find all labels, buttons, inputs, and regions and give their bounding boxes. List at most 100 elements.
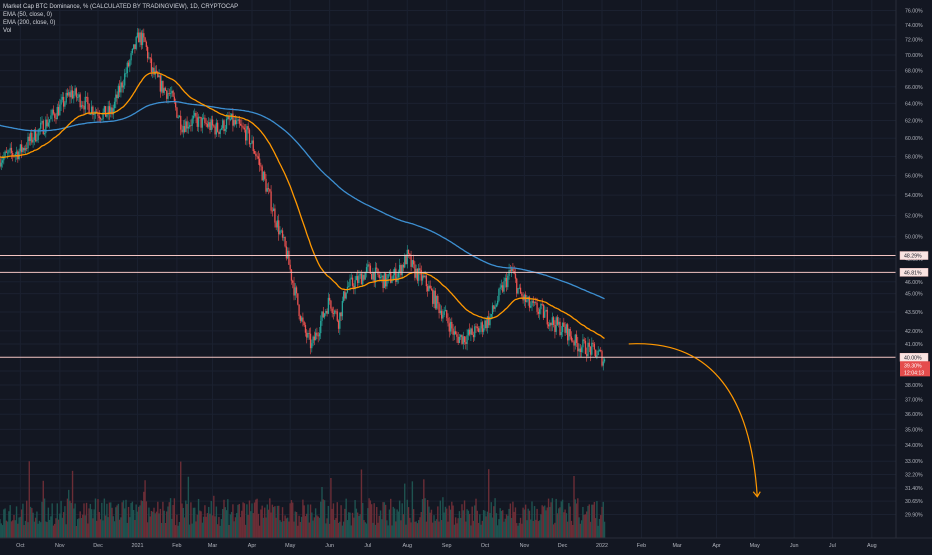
volume-bar [125, 499, 127, 538]
candle-body [286, 250, 289, 259]
candle [425, 274, 428, 292]
candle-body [474, 326, 476, 338]
volume-bar [580, 520, 583, 538]
candle-body [89, 114, 92, 115]
candle-body [475, 326, 477, 328]
volume-bar [194, 507, 196, 538]
candle-body [340, 312, 342, 317]
volume-bar [508, 508, 510, 538]
volume-bar [155, 511, 158, 538]
candle-body [155, 70, 158, 73]
volume-bar [4, 508, 6, 538]
candle [580, 345, 583, 358]
candle-body [304, 325, 307, 333]
x-tick-label: Jun [790, 543, 799, 549]
candle [197, 113, 200, 133]
candle-body [38, 128, 41, 130]
candle [550, 322, 552, 332]
volume-bar [559, 507, 561, 538]
volume-bar [266, 504, 268, 538]
volume-bar [17, 523, 19, 538]
candle [202, 112, 205, 120]
candle [505, 272, 508, 292]
volume-bar [214, 516, 216, 538]
volume-bar [188, 524, 191, 538]
candle-body [499, 287, 501, 289]
candle-body [47, 122, 50, 127]
candle-body [9, 147, 11, 151]
candle-body [121, 82, 123, 88]
volume-bar [83, 503, 85, 538]
candle [286, 247, 289, 260]
candle [146, 45, 149, 63]
candle [61, 91, 64, 103]
candle-body [589, 346, 592, 355]
candle-body [578, 348, 580, 352]
volume-bar [579, 523, 582, 538]
y-tick-label: 36.00% [905, 412, 923, 418]
candle [499, 283, 501, 295]
volume-bar [395, 521, 397, 538]
volume-bar [397, 511, 400, 538]
candle-body [168, 93, 170, 94]
candle [410, 250, 412, 272]
ema50-line [0, 72, 605, 340]
candle-body [65, 92, 67, 103]
candle-body [356, 276, 359, 284]
volume-bar [24, 520, 27, 538]
candle-body [490, 314, 492, 317]
volume-bar [271, 504, 274, 538]
candle-body [178, 115, 181, 118]
volume-bar [107, 517, 109, 538]
candle [566, 322, 569, 345]
volume-bar [544, 505, 546, 538]
candle [303, 320, 305, 327]
candle-body [411, 260, 414, 267]
candle-body [377, 268, 379, 275]
volume-bar [299, 521, 302, 538]
candle-body [303, 321, 305, 326]
candle [26, 142, 28, 152]
candle-body [583, 339, 585, 341]
candle-body [6, 152, 9, 154]
candle-body [598, 350, 601, 351]
candle [603, 357, 606, 364]
candle [312, 335, 314, 347]
volume-bar [116, 505, 118, 538]
volume-bar [542, 506, 545, 538]
candle-body [213, 125, 215, 127]
volume-bar [55, 518, 57, 538]
volume-bar [93, 509, 95, 538]
volume-bar [200, 511, 202, 538]
candle [428, 280, 430, 292]
y-tick-label: 43.50% [905, 310, 923, 316]
candle [269, 188, 271, 193]
candle [577, 336, 579, 357]
candle [395, 262, 397, 286]
candle-body [180, 115, 182, 130]
candle [262, 171, 265, 182]
volume-bar [204, 505, 206, 538]
candle [177, 114, 179, 119]
volume-bar [110, 502, 112, 538]
candle [446, 309, 448, 321]
candle-body [101, 119, 103, 120]
candle [159, 73, 162, 98]
candle-body [564, 326, 566, 333]
candle [64, 100, 66, 110]
volume-bar [531, 501, 533, 538]
candle [172, 89, 174, 98]
candle-body [284, 237, 286, 247]
candle-body [359, 273, 361, 276]
volume-bar [36, 511, 38, 538]
candle [388, 270, 391, 277]
candle [560, 326, 562, 339]
volume-bar [276, 505, 279, 538]
candle [597, 346, 599, 356]
volume-bar [505, 514, 508, 538]
candle [115, 89, 117, 109]
volume-bar [62, 512, 65, 538]
x-tick-label: Jul [829, 543, 836, 549]
